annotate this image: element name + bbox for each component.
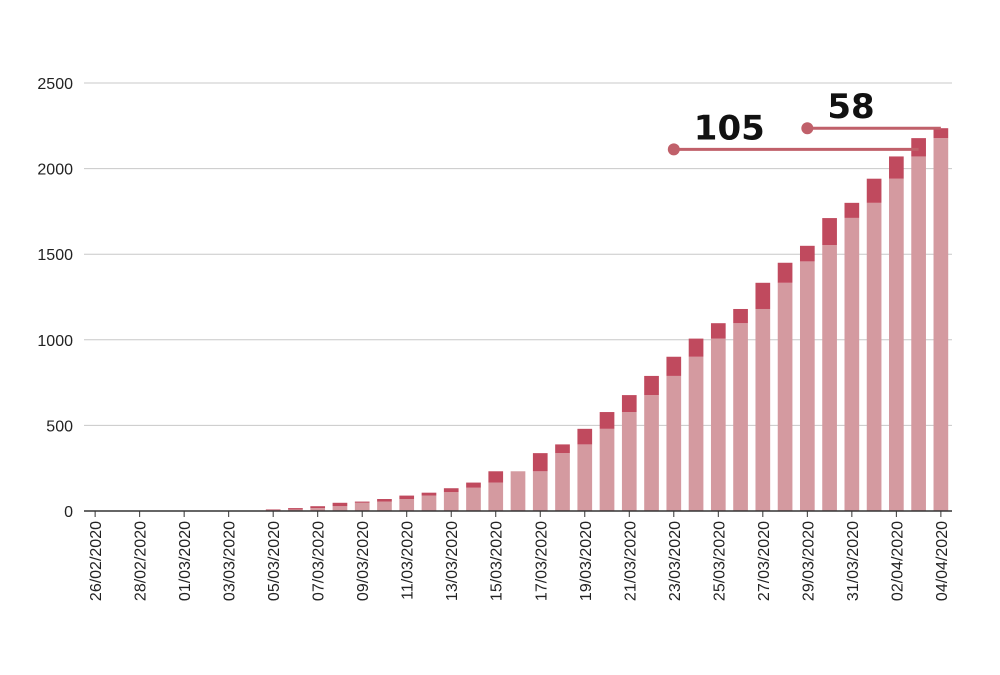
x-tick-label: 05/03/2020 — [266, 521, 283, 601]
bar-segment-base — [332, 506, 348, 511]
bar-segment-base — [510, 471, 526, 511]
bar-segment-top — [555, 444, 570, 454]
x-tick-label: 21/03/2020 — [622, 521, 639, 601]
x-tick-label: 02/04/2020 — [889, 521, 906, 601]
bar-segment-base — [488, 482, 504, 511]
bar-segment-top — [377, 499, 392, 502]
y-tick-label: 2000 — [37, 162, 73, 179]
bar-segment-top — [822, 218, 837, 246]
bar-segment-top — [577, 428, 593, 445]
bar-segment-base — [666, 375, 682, 511]
bar-segment-top — [265, 509, 281, 511]
bar-segment-top — [466, 482, 481, 488]
bar-segment-base — [577, 444, 593, 511]
bar-segment-top — [933, 128, 949, 139]
y-tick-label: 2500 — [37, 76, 73, 93]
bar-segment-top — [332, 502, 348, 507]
bar-segment-base — [911, 156, 926, 511]
bar-segment-top — [644, 375, 659, 396]
y-tick-label: 1000 — [37, 333, 73, 350]
y-tick-label: 500 — [46, 418, 73, 435]
x-tick-label: 17/03/2020 — [533, 521, 550, 601]
x-tick-label: 01/03/2020 — [177, 521, 194, 601]
bar-segment-top — [889, 156, 904, 179]
bar-segment-base — [866, 202, 882, 511]
bar-segment-base — [310, 508, 326, 511]
bar-segment-base — [733, 323, 748, 511]
x-tick-label: 04/04/2020 — [934, 521, 951, 601]
bar-segment-base — [466, 487, 481, 511]
bar-segment-base — [621, 412, 637, 511]
bar-segment-top — [866, 178, 882, 203]
bar-segment-base — [443, 492, 459, 511]
bar-segment-top — [599, 412, 615, 429]
bar-segment-base — [822, 245, 837, 511]
bar-segment-top — [666, 356, 682, 376]
bars — [265, 128, 949, 512]
bar-segment-base — [933, 138, 949, 511]
x-tick-label: 23/03/2020 — [667, 521, 684, 601]
bar-segment-base — [688, 356, 704, 511]
bar-segment-top — [799, 245, 815, 262]
bar-segment-base — [377, 501, 392, 511]
bar-segment-top — [421, 492, 437, 496]
bar-segment-base — [644, 395, 659, 511]
bar-segment-base — [532, 471, 548, 511]
annotation-marker — [801, 122, 814, 135]
bar-segment-top — [911, 138, 926, 157]
bar-segment-top — [733, 308, 748, 324]
x-tick-label: 15/03/2020 — [489, 521, 506, 601]
bar-segment-base — [777, 282, 793, 511]
bar-segment-base — [399, 499, 415, 511]
bar-segment-base — [555, 453, 570, 511]
bar-segment-base — [889, 178, 904, 511]
bar-segment-base — [288, 509, 303, 511]
x-tick-label: 13/03/2020 — [444, 521, 461, 601]
bar-segment-top — [288, 508, 303, 510]
y-tick-label: 0 — [64, 504, 73, 521]
x-tick-label: 26/02/2020 — [88, 521, 105, 601]
x-tick-label: 09/03/2020 — [355, 521, 372, 601]
bar-segment-top — [710, 323, 726, 339]
bar-segment-base — [755, 308, 771, 511]
x-tick-label: 25/03/2020 — [711, 521, 728, 601]
bar-segment-top — [844, 202, 860, 218]
x-tick-label: 31/03/2020 — [845, 521, 862, 601]
bar-segment-top — [310, 506, 326, 509]
y-axis-tick-labels: 0 500 1000 1500 2000 2500 — [37, 76, 73, 521]
bar-segment-top — [755, 282, 771, 309]
annotation-label: 58 — [827, 87, 874, 127]
annotation-label: 105 — [694, 108, 765, 148]
bar-segment-top — [621, 395, 637, 413]
annotations: 105 58 — [667, 87, 941, 156]
bar-segment-base — [710, 338, 726, 511]
bar-segment-top — [688, 338, 704, 357]
annotation-marker — [667, 143, 680, 156]
bar-segment-base — [599, 428, 615, 511]
x-tick-label: 19/03/2020 — [578, 521, 595, 601]
bar-segment-base — [844, 217, 860, 512]
bar-segment-base — [421, 495, 437, 511]
x-tick-label: 03/03/2020 — [222, 521, 239, 601]
x-tick-label: 27/03/2020 — [756, 521, 773, 601]
x-tick-label: 07/03/2020 — [311, 521, 328, 601]
gridlines — [84, 82, 952, 426]
x-tick-label: 28/02/2020 — [133, 521, 150, 601]
bar-segment-top — [354, 501, 370, 503]
bar-segment-base — [799, 261, 815, 511]
x-axis-tick-labels: 26/02/2020 28/02/2020 01/03/2020 03/03/2020… — [88, 511, 951, 601]
bar-segment-top — [488, 471, 504, 483]
x-tick-label: 11/03/2020 — [400, 521, 417, 600]
y-tick-label: 1500 — [37, 247, 73, 264]
x-tick-label: 29/03/2020 — [800, 521, 817, 601]
bar-segment-top — [443, 488, 459, 493]
bar-segment-top — [777, 262, 793, 283]
bar-segment-top — [532, 453, 548, 472]
bar-segment-top — [399, 495, 415, 500]
bar-segment-base — [354, 502, 370, 511]
